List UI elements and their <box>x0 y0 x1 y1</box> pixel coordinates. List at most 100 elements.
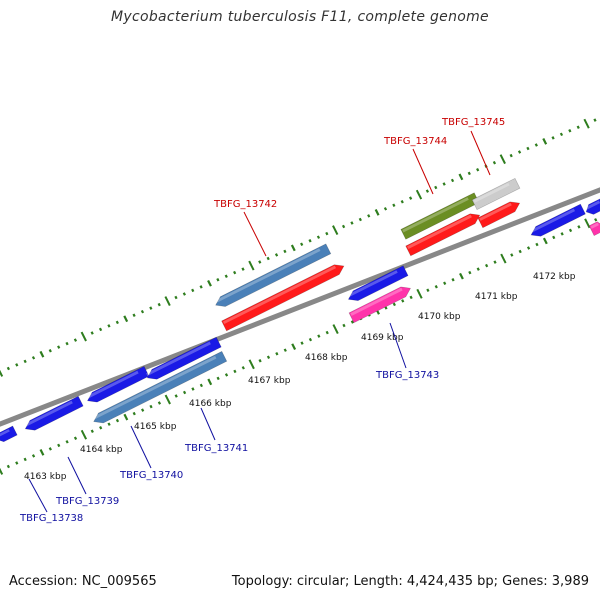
cds-arrow-body <box>530 203 586 237</box>
scale-tick <box>317 334 321 338</box>
scale-tick <box>400 199 404 204</box>
cds-arrow <box>86 365 150 403</box>
cds-arrow-red-shine <box>479 202 512 221</box>
scale-tick <box>499 154 506 165</box>
scale-tick <box>149 306 153 310</box>
scale-tick <box>434 285 438 289</box>
cds-arrow-red-body <box>477 201 521 229</box>
scale-tick <box>426 288 430 293</box>
scale-tick <box>559 132 564 137</box>
scale-tick <box>157 302 161 307</box>
scale-tick <box>458 173 464 181</box>
scale-tick <box>300 242 304 247</box>
scale-tick <box>31 356 36 360</box>
scale-tick <box>526 146 530 151</box>
scale-tick <box>65 341 69 346</box>
cds-arrow <box>146 336 222 380</box>
scale-label: 4169 kbp <box>361 333 404 343</box>
scale-tick <box>551 136 555 140</box>
scale-tick <box>258 260 262 264</box>
scale-tick <box>182 292 186 296</box>
scale-tick <box>594 218 598 222</box>
genome-summary-text: Topology: circular; Length: 4,424,435 bp… <box>231 574 589 589</box>
scale-tick <box>266 355 271 359</box>
scale-label: 4168 kbp <box>305 353 348 363</box>
scale-tick <box>23 457 27 462</box>
gene-leader-line <box>412 148 434 195</box>
cds-arrow-steel-shine <box>92 355 217 420</box>
scale-tick <box>325 330 329 335</box>
cds-arrow-body <box>87 365 150 403</box>
scale-tick <box>216 278 220 282</box>
scale-tick <box>509 153 513 158</box>
cds-arrow-red-shine <box>222 265 337 325</box>
scale-tick <box>392 302 396 307</box>
scale-tick <box>39 449 45 456</box>
cds-arrow-shine <box>347 270 398 298</box>
scale-tick <box>0 369 4 377</box>
cds-arrow <box>24 395 84 431</box>
scale-tick <box>384 306 388 310</box>
scale-tick <box>275 351 279 356</box>
cds-arrow-grey-shine <box>473 182 510 203</box>
cds-arrow-steel-shine <box>214 248 321 304</box>
scale-label: 4172 kbp <box>533 272 576 282</box>
scale-tick <box>132 411 136 416</box>
scale-tick <box>123 413 129 421</box>
cds-arrow-red <box>405 213 481 257</box>
scale-tick <box>583 118 590 129</box>
cds-arrow-steel <box>92 351 228 424</box>
scale-tick <box>300 341 304 345</box>
scale-tick <box>468 270 472 275</box>
cds-arrow-red-body <box>221 264 345 332</box>
scale-tick <box>15 461 19 465</box>
cds-arrow-body <box>0 425 18 443</box>
scale-tick <box>248 260 255 271</box>
scale-tick <box>409 295 413 300</box>
scale-tick <box>224 373 229 377</box>
scale-tick <box>199 285 203 289</box>
cds-arrow-steel <box>214 243 332 307</box>
scale-tick <box>57 345 61 349</box>
cds-arrow-pink-body <box>348 286 411 324</box>
scale-tick <box>123 315 129 323</box>
scale-tick <box>132 313 136 317</box>
scale-label: 4170 kbp <box>418 312 461 322</box>
scale-tick <box>450 178 455 183</box>
scale-tick <box>90 429 94 433</box>
scale-tick <box>48 348 52 353</box>
gene-leader-line <box>470 130 491 176</box>
scale-tick <box>291 343 297 351</box>
scale-tick <box>493 260 497 264</box>
scale-tick <box>248 359 255 370</box>
genome-backbone <box>0 187 600 427</box>
scale-tick <box>233 270 237 275</box>
scale-tick <box>442 182 446 186</box>
gene-label: TBFG_13745 <box>441 117 505 128</box>
scale-tick <box>316 235 321 239</box>
scale-tick <box>65 440 69 444</box>
scale-tick <box>290 244 296 252</box>
scale-tick <box>409 196 413 200</box>
gene-label: TBFG_13742 <box>213 199 277 210</box>
scale-tick <box>164 296 171 306</box>
scale-tick <box>510 253 514 257</box>
cds-arrow-pink-shine <box>590 222 599 229</box>
cds-arrow-body <box>347 265 409 301</box>
cds-arrow-olive-shine <box>402 197 469 233</box>
cds-arrow-pink-shine <box>350 287 403 316</box>
scale-tick <box>568 129 572 133</box>
scale-tick <box>392 203 396 208</box>
cds-arrow-grey-body <box>471 177 521 211</box>
scale-tick <box>6 464 10 469</box>
map-title: Mycobacterium tuberculosis F11, complete… <box>111 9 489 25</box>
scale-tick <box>500 253 507 264</box>
gene-leader-line <box>243 211 267 257</box>
cds-arrow-shine <box>146 341 211 376</box>
scale-tick <box>216 376 220 381</box>
scale-tick <box>174 295 178 300</box>
scale-label: 4163 kbp <box>24 472 67 482</box>
scale-tick <box>526 246 531 250</box>
gene-leader-line <box>67 456 87 495</box>
gene-label: TBFG_13740 <box>119 470 183 481</box>
